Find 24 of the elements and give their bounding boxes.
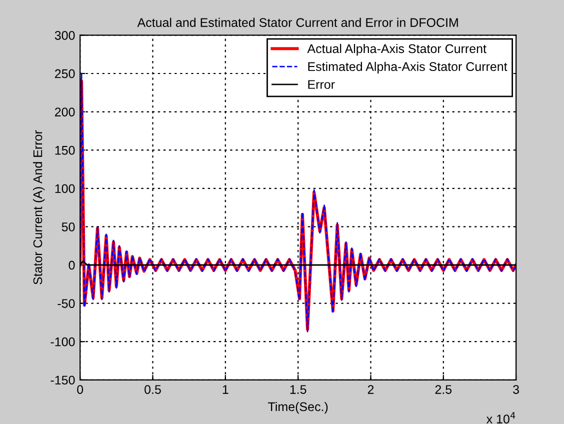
y-tick-label: 200 [55,108,75,116]
x-tick-label: 1 [222,385,228,394]
x-tick-label: 3 [513,385,519,394]
x-axis-title: Time(Sec.) [268,402,328,414]
y-tick-label: 250 [55,69,75,78]
y-tick-label: -100 [50,337,75,346]
x-tick-label: 0.5 [144,385,161,394]
chart-title: Actual and Estimated Stator Current and Error in DFOCIM [137,18,458,27]
legend-label: Estimated Alpha-Axis Stator Current [308,62,508,74]
y-tick-label: 50 [62,222,75,232]
x-tick-label: 2 [368,385,374,394]
y-tick-label: 100 [55,184,75,194]
x-tick-label: 0 [77,385,84,394]
y-tick-label: 150 [55,146,75,155]
y-axis-title: Stator Current (A) And Error [33,130,45,284]
text: x 10$^{4}$ [486,412,516,424]
x-tick-label: 1.5 [290,385,306,394]
y-tick-label: -150 [50,376,75,385]
legend-label: Error [308,80,335,89]
x-tick-label: 2.5 [435,385,452,394]
legend-label: Actual Alpha-Axis Stator Current [307,44,486,56]
y-tick-label: -50 [58,299,75,308]
y-tick-label: 300 [54,30,75,40]
y-tick-label: 0 [68,260,75,270]
